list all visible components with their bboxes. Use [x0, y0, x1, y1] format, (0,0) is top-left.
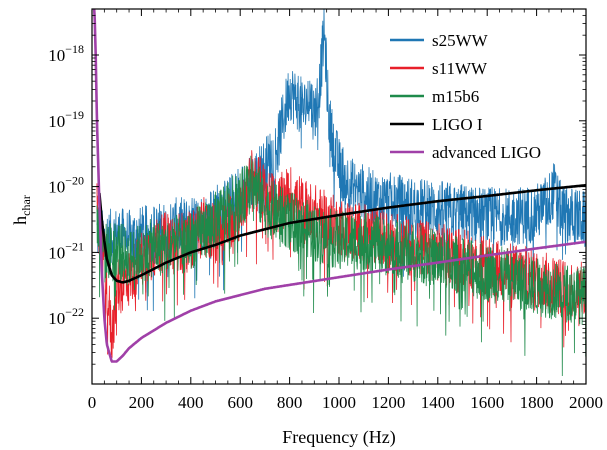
series-line-advanced-ligo	[92, 9, 586, 363]
y-tick-label-base: 10	[48, 46, 65, 65]
y-tick-label-exp: −19	[65, 108, 84, 122]
x-axis-label: Frequency (Hz)	[282, 427, 395, 448]
y-axis-label: hchar	[10, 195, 33, 225]
x-tick-label: 1200	[371, 393, 405, 412]
y-tick-label: 10−18	[48, 42, 84, 65]
y-tick-label: 10−19	[48, 108, 84, 131]
y-tick-label-exp: −20	[65, 174, 84, 188]
x-tick-label: 1400	[421, 393, 455, 412]
plot-frame	[91, 8, 587, 385]
x-tick-label: 0	[88, 393, 97, 412]
y-tick-label-base: 10	[48, 178, 65, 197]
legend: s25WW s11WW m15b6 LIGO I advanced LIGO	[390, 31, 541, 162]
y-axis-label-subscript: char	[19, 195, 33, 216]
x-tick-label: 400	[178, 393, 204, 412]
y-tick-label-exp: −18	[65, 42, 84, 56]
tick-layer: 0 200 400 600 800 1000 1200 1400 1600 1800 200010−…	[48, 8, 603, 412]
legend-label: s11WW	[432, 59, 488, 78]
y-tick-label: 10−21	[48, 239, 84, 262]
x-tick-label: 2000	[569, 393, 603, 412]
y-axis-label-base: h	[10, 216, 30, 225]
y-tick-label-base: 10	[48, 309, 65, 328]
legend-label: m15b6	[432, 87, 479, 106]
x-tick-label: 1600	[470, 393, 504, 412]
series-line-ligo-i	[98, 183, 586, 284]
series-layer	[92, 9, 586, 377]
y-tick-label: 10−22	[48, 305, 84, 328]
y-tick-label-base: 10	[48, 243, 65, 262]
x-tick-label: 1000	[322, 393, 356, 412]
y-tick-label-base: 10	[48, 112, 65, 131]
x-tick-label: 200	[129, 393, 155, 412]
x-tick-label: 1800	[520, 393, 554, 412]
legend-label: LIGO I	[432, 115, 483, 134]
x-tick-label: 600	[227, 393, 253, 412]
legend-label: s25WW	[432, 31, 489, 50]
x-tick-label: 800	[277, 393, 303, 412]
y-tick-label: 10−20	[48, 174, 84, 197]
y-tick-label-exp: −22	[65, 305, 84, 319]
legend-label: advanced LIGO	[432, 143, 541, 162]
y-tick-label-exp: −21	[65, 239, 84, 253]
